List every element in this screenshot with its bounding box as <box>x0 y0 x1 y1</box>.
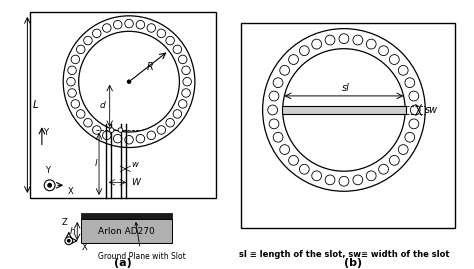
Text: sl ≡ length of the slot, sw≡ width of the slot: sl ≡ length of the slot, sw≡ width of th… <box>239 250 450 259</box>
Text: sl: sl <box>342 83 350 93</box>
Circle shape <box>280 65 290 75</box>
Circle shape <box>179 100 187 108</box>
Circle shape <box>273 78 283 88</box>
Bar <box>81 219 172 243</box>
Circle shape <box>409 119 419 129</box>
Text: (a): (a) <box>114 258 132 268</box>
Circle shape <box>157 126 165 134</box>
Circle shape <box>339 34 349 44</box>
Circle shape <box>92 29 101 38</box>
Circle shape <box>44 180 55 191</box>
Circle shape <box>125 19 133 28</box>
Text: X: X <box>68 187 74 196</box>
Circle shape <box>102 24 111 32</box>
Circle shape <box>92 126 101 134</box>
Circle shape <box>173 110 182 118</box>
Circle shape <box>410 105 420 115</box>
Text: Ground Plane with Slot: Ground Plane with Slot <box>98 223 185 261</box>
Circle shape <box>166 36 174 45</box>
Circle shape <box>312 39 321 49</box>
Circle shape <box>136 20 145 29</box>
Circle shape <box>183 77 191 86</box>
Circle shape <box>379 164 388 174</box>
Text: W: W <box>131 178 140 187</box>
Circle shape <box>68 89 76 97</box>
Text: Arlon AD270: Arlon AD270 <box>98 226 155 236</box>
Circle shape <box>68 66 76 75</box>
Circle shape <box>68 239 70 242</box>
Circle shape <box>269 91 279 101</box>
Circle shape <box>76 110 85 118</box>
Circle shape <box>84 36 92 45</box>
Circle shape <box>366 171 376 181</box>
Text: sw: sw <box>425 105 438 115</box>
Text: d: d <box>99 101 105 110</box>
Circle shape <box>179 55 187 64</box>
Circle shape <box>289 155 299 165</box>
Circle shape <box>379 46 388 56</box>
Circle shape <box>289 55 299 65</box>
Circle shape <box>312 171 321 181</box>
Circle shape <box>300 46 309 56</box>
Bar <box>81 213 172 219</box>
Circle shape <box>409 91 419 101</box>
Circle shape <box>63 16 195 147</box>
Circle shape <box>182 89 190 97</box>
Circle shape <box>353 175 363 185</box>
Circle shape <box>273 132 283 142</box>
Circle shape <box>390 55 399 65</box>
Text: L: L <box>33 100 39 110</box>
Circle shape <box>157 29 165 38</box>
Circle shape <box>113 20 122 29</box>
Circle shape <box>325 35 335 45</box>
Circle shape <box>147 131 155 140</box>
Circle shape <box>136 134 145 143</box>
Circle shape <box>405 132 415 142</box>
Text: R: R <box>146 62 153 72</box>
Circle shape <box>390 155 399 165</box>
Circle shape <box>109 128 114 132</box>
Circle shape <box>398 65 408 75</box>
Circle shape <box>76 45 85 54</box>
Circle shape <box>300 164 309 174</box>
Circle shape <box>339 176 349 186</box>
Text: Z: Z <box>61 218 67 228</box>
Circle shape <box>118 128 123 132</box>
Circle shape <box>48 183 51 187</box>
Text: (b): (b) <box>344 258 362 268</box>
Circle shape <box>398 145 408 154</box>
Text: w: w <box>131 160 138 169</box>
Circle shape <box>71 100 80 108</box>
Text: h: h <box>70 226 76 236</box>
Circle shape <box>353 35 363 45</box>
Circle shape <box>263 29 425 191</box>
Circle shape <box>102 131 111 140</box>
Circle shape <box>366 39 376 49</box>
Circle shape <box>268 105 278 115</box>
Circle shape <box>128 80 131 83</box>
Text: X: X <box>82 243 87 252</box>
Circle shape <box>113 134 122 143</box>
Circle shape <box>283 49 405 171</box>
Circle shape <box>182 66 190 75</box>
Circle shape <box>166 118 174 127</box>
Circle shape <box>125 136 133 144</box>
Circle shape <box>79 31 179 132</box>
Bar <box>282 106 406 114</box>
Circle shape <box>71 55 80 64</box>
Text: l: l <box>95 160 97 168</box>
Circle shape <box>173 45 182 54</box>
Circle shape <box>84 118 92 127</box>
Circle shape <box>325 175 335 185</box>
Circle shape <box>67 77 75 86</box>
Circle shape <box>147 24 155 32</box>
Text: Y: Y <box>43 128 48 137</box>
Text: Y: Y <box>45 166 50 175</box>
Circle shape <box>280 145 290 154</box>
Circle shape <box>65 237 73 245</box>
Circle shape <box>269 119 279 129</box>
Circle shape <box>405 78 415 88</box>
